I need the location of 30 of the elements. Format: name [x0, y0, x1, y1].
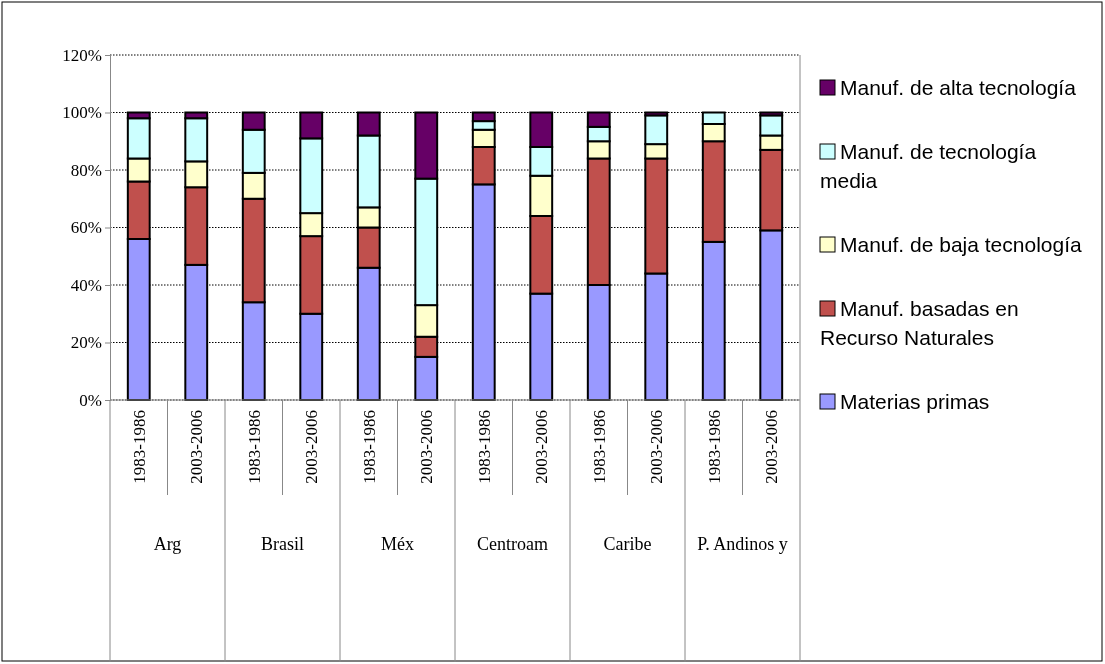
text: Arg: [153, 534, 182, 554]
x-tick-label: 2003-2006: [417, 410, 437, 484]
x-tick-label: 2003-2006: [532, 410, 552, 484]
x-tick-label: 1983-1986: [589, 410, 609, 484]
text: Brasil: [261, 534, 304, 554]
y-tick-label: 100%: [62, 103, 102, 123]
y-tick-label: 60%: [70, 218, 102, 238]
x-tick-label: 2003-2006: [187, 410, 207, 484]
x-tick-label: 1983-1986: [474, 410, 494, 484]
text: Caribe: [603, 534, 652, 554]
x-tick-label: 1983-1986: [704, 410, 724, 484]
x-tick-label: 1983-1986: [129, 410, 149, 484]
x-tick-label: 2003-2006: [302, 410, 322, 484]
text: Centroam: [477, 534, 548, 554]
legend-label: Manuf. de alta tecnología: [840, 76, 1077, 99]
text: Méx: [381, 534, 414, 554]
x-tick-label: 2003-2006: [762, 410, 782, 484]
y-tick-label: 80%: [70, 160, 102, 180]
x-tick-label: 1983-1986: [359, 410, 379, 484]
y-tick-label: 20%: [70, 333, 102, 353]
y-tick-label: 0%: [79, 390, 102, 410]
text: P. Andinos y: [697, 534, 788, 554]
y-tick-label: 120%: [62, 45, 102, 65]
y-tick-label: 40%: [70, 275, 102, 295]
x-tick-label: 1983-1986: [244, 410, 264, 484]
legend-label: Manuf. de tecnología media: [820, 140, 1037, 193]
legend-label: Manuf. de baja tecnología: [840, 233, 1082, 256]
legend-label: Manuf. basadas en Recurso Naturales: [820, 297, 1019, 350]
legend-label: Materias primas: [840, 390, 990, 413]
x-tick-label: 2003-2006: [647, 410, 667, 484]
